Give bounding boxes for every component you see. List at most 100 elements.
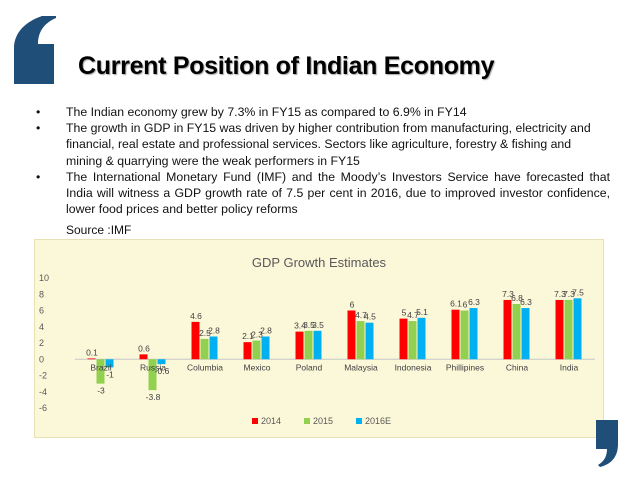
x-tick-label: Russia bbox=[140, 362, 166, 372]
bar-2016e bbox=[313, 330, 322, 360]
bar-2014 bbox=[295, 331, 304, 360]
data-label: 4.7 bbox=[407, 310, 419, 320]
data-label: 4.7 bbox=[355, 310, 367, 320]
legend-label: 2015 bbox=[313, 416, 333, 426]
close-quote-icon bbox=[596, 420, 618, 467]
bar-2014 bbox=[139, 354, 148, 360]
y-tick-label: 0 bbox=[39, 354, 44, 364]
data-label: 2.1 bbox=[242, 331, 254, 341]
bar-2015 bbox=[564, 299, 573, 360]
data-label: 0.6 bbox=[138, 343, 150, 353]
legend-label: 2014 bbox=[261, 416, 281, 426]
bar-2016e bbox=[573, 298, 582, 360]
bar-2014 bbox=[347, 310, 356, 360]
data-label: -3.8 bbox=[146, 392, 161, 402]
y-tick-label: 10 bbox=[39, 273, 49, 283]
bar-2014 bbox=[503, 299, 512, 360]
data-label: 6.3 bbox=[520, 297, 532, 307]
data-label: 5 bbox=[402, 308, 407, 318]
data-label: 6.1 bbox=[450, 299, 462, 309]
source-note: Source :IMF bbox=[66, 223, 132, 237]
x-tick-label: Indonesia bbox=[395, 362, 432, 372]
data-label: 4.5 bbox=[364, 312, 376, 322]
legend-label: 2016E bbox=[365, 416, 391, 426]
bar-2016e bbox=[261, 336, 270, 360]
bullet-item: • The International Monetary Fund (IMF) … bbox=[36, 169, 610, 218]
data-label: 7.3 bbox=[502, 289, 514, 299]
x-tick-label: Brazil bbox=[90, 362, 111, 372]
y-tick-label: -6 bbox=[39, 403, 47, 413]
gdp-chart: GDP Growth Estimates -6 -4 -2 0 2 4 6 8 10 0.1 -3 -1… bbox=[34, 239, 604, 438]
bar-2015 bbox=[356, 321, 365, 360]
data-label: 5.1 bbox=[416, 307, 428, 317]
data-label: 6 bbox=[350, 300, 355, 310]
y-tick-label: 4 bbox=[39, 322, 44, 332]
data-label: 4.6 bbox=[190, 311, 202, 321]
bar-2015 bbox=[148, 359, 157, 391]
bar-2016e bbox=[469, 308, 478, 360]
data-label: 7.3 bbox=[554, 289, 566, 299]
legend-swatch-2016e bbox=[356, 418, 362, 424]
chart-title: GDP Growth Estimates bbox=[252, 255, 387, 270]
bar-2014 bbox=[399, 318, 408, 360]
bar-2015 bbox=[408, 321, 417, 360]
x-tick-label: Mexico bbox=[244, 362, 271, 372]
y-tick-label: 8 bbox=[39, 289, 44, 299]
bar-2015 bbox=[512, 304, 521, 360]
bullet-marker: • bbox=[36, 121, 41, 136]
y-tick-label: 2 bbox=[39, 338, 44, 348]
bar-2014 bbox=[191, 321, 200, 360]
bullet-text: The Indian economy grew by 7.3% in FY15 … bbox=[66, 105, 467, 119]
bar-2016e bbox=[365, 322, 374, 360]
y-tick-label: 6 bbox=[39, 306, 44, 316]
bullet-item: • The Indian economy grew by 7.3% in FY1… bbox=[36, 104, 610, 120]
bar-2014 bbox=[555, 299, 564, 360]
bullet-marker: • bbox=[36, 105, 41, 119]
data-label: 2.5 bbox=[199, 328, 211, 338]
data-label: 3.5 bbox=[312, 320, 324, 330]
legend-swatch-2015 bbox=[304, 418, 310, 424]
data-label: 6 bbox=[463, 300, 468, 310]
bullet-text: The growth in GDP in FY15 was driven by … bbox=[66, 121, 591, 168]
bullet-list: • The Indian economy grew by 7.3% in FY1… bbox=[36, 104, 610, 217]
data-label: 6.8 bbox=[511, 293, 523, 303]
x-tick-label: Columbia bbox=[187, 362, 223, 372]
bar-2015 bbox=[460, 310, 469, 360]
y-tick-label: -2 bbox=[39, 371, 47, 381]
legend-swatch-2014 bbox=[252, 418, 258, 424]
bar-2015 bbox=[304, 330, 313, 360]
chart-svg: GDP Growth Estimates -6 -4 -2 0 2 4 6 8 10 0.1 -3-1… bbox=[39, 255, 595, 426]
data-label: 0.1 bbox=[86, 347, 98, 357]
bar-2014 bbox=[451, 309, 460, 360]
data-label: -1 bbox=[106, 369, 114, 379]
bar-2016e bbox=[417, 317, 426, 360]
x-tick-label: Poland bbox=[296, 362, 323, 372]
x-tick-label: Phillipines bbox=[446, 362, 484, 372]
bar-2016e bbox=[521, 308, 530, 360]
data-label: -3 bbox=[97, 386, 105, 396]
data-label: 7.3 bbox=[563, 289, 575, 299]
bar-2015 bbox=[200, 338, 209, 360]
bar-2014 bbox=[243, 342, 252, 360]
bullet-text: The International Monetary Fund (IMF) an… bbox=[66, 169, 610, 217]
bullet-item: • The growth in GDP in FY15 was driven b… bbox=[36, 120, 610, 169]
data-label: 2.8 bbox=[260, 326, 272, 336]
data-label: 7.5 bbox=[572, 287, 584, 297]
bar-2016e bbox=[157, 359, 166, 365]
bar-2016e bbox=[209, 336, 218, 360]
x-tick-label: India bbox=[560, 362, 579, 372]
data-label: 6.3 bbox=[468, 297, 480, 307]
data-label: 2.3 bbox=[251, 330, 263, 340]
data-label: 2.8 bbox=[208, 326, 220, 336]
open-quote-icon bbox=[14, 16, 56, 84]
x-tick-label: China bbox=[506, 362, 528, 372]
x-tick-label: Malaysia bbox=[344, 362, 378, 372]
data-label: -0.6 bbox=[155, 366, 170, 376]
bullet-marker: • bbox=[36, 169, 41, 184]
bar-2016e bbox=[105, 359, 114, 368]
bar-2014 bbox=[87, 358, 96, 360]
data-label: 3.4 bbox=[294, 321, 306, 331]
page-title: Current Position of Indian Economy bbox=[78, 52, 495, 80]
bar-2015 bbox=[96, 359, 105, 384]
y-tick-label: -4 bbox=[39, 387, 47, 397]
